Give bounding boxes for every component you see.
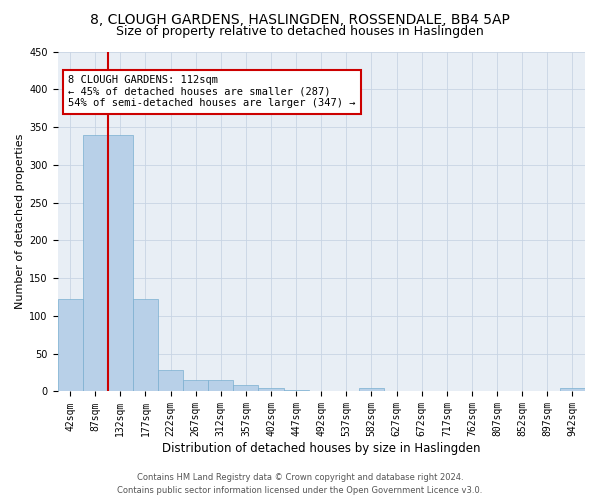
Text: 8 CLOUGH GARDENS: 112sqm
← 45% of detached houses are smaller (287)
54% of semi-: 8 CLOUGH GARDENS: 112sqm ← 45% of detach… (68, 76, 356, 108)
Bar (108, 134, 133, 392)
Text: Size of property relative to detached houses in Haslingden: Size of property relative to detached ho… (116, 25, 484, 38)
Y-axis label: Number of detached properties: Number of detached properties (15, 134, 25, 309)
Bar (208, 380, 233, 392)
Bar (284, 390, 308, 392)
Bar (183, 380, 208, 392)
X-axis label: Distribution of detached houses by size in Haslingden: Distribution of detached houses by size … (162, 442, 481, 455)
Bar (560, 388, 585, 392)
Bar (259, 388, 284, 392)
Bar (359, 388, 384, 392)
Bar (158, 370, 183, 392)
Text: 8, CLOUGH GARDENS, HASLINGDEN, ROSSENDALE, BB4 5AP: 8, CLOUGH GARDENS, HASLINGDEN, ROSSENDAL… (90, 12, 510, 26)
Bar (58, 300, 83, 392)
Bar (233, 386, 259, 392)
Bar (83, 134, 108, 392)
Text: Contains HM Land Registry data © Crown copyright and database right 2024.
Contai: Contains HM Land Registry data © Crown c… (118, 474, 482, 495)
Bar (133, 300, 158, 392)
